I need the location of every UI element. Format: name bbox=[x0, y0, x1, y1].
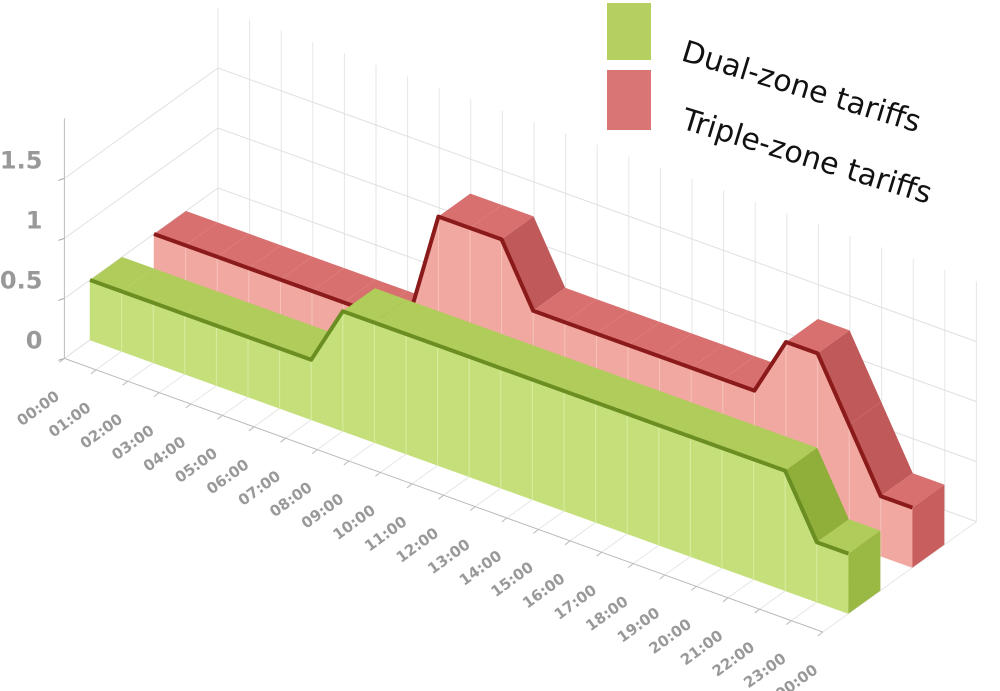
x-tick bbox=[185, 403, 192, 409]
area-top-face bbox=[154, 211, 218, 246]
area-front-face bbox=[532, 379, 565, 512]
area-front-face bbox=[374, 322, 407, 455]
x-tick bbox=[754, 608, 760, 614]
legend-swatch bbox=[607, 70, 651, 130]
area-top-face bbox=[216, 302, 280, 337]
x-tick bbox=[343, 460, 350, 466]
x-tick bbox=[217, 415, 223, 420]
y-tick bbox=[58, 297, 65, 301]
x-tick bbox=[59, 358, 65, 363]
area-front-face bbox=[753, 459, 786, 592]
area-front-face bbox=[405, 333, 438, 466]
area-top-face bbox=[185, 222, 250, 257]
area-top-face bbox=[691, 344, 755, 380]
area-top-face bbox=[248, 314, 312, 349]
x-tick bbox=[691, 586, 697, 591]
x-tick bbox=[817, 631, 824, 637]
area-top-face bbox=[312, 268, 376, 303]
x-tick bbox=[659, 574, 666, 580]
grid-line bbox=[64, 127, 977, 403]
x-tick bbox=[533, 529, 539, 534]
area-top-face bbox=[786, 319, 850, 354]
area-top-face bbox=[248, 245, 313, 280]
area-top-face bbox=[406, 311, 470, 346]
area-top-face bbox=[184, 291, 249, 326]
area-top-face bbox=[817, 330, 882, 425]
area-top-face bbox=[564, 299, 629, 334]
area-front-face bbox=[563, 390, 596, 523]
series-line bbox=[89, 278, 850, 556]
area-top-face bbox=[90, 257, 154, 292]
area-end-face bbox=[912, 484, 945, 568]
area-top-face bbox=[437, 322, 502, 357]
y-tick-label: 0 bbox=[26, 326, 43, 354]
plot bbox=[89, 193, 945, 614]
area-top-face bbox=[659, 333, 724, 368]
area-front-face bbox=[690, 436, 723, 569]
area-front-face bbox=[342, 310, 375, 443]
x-tick bbox=[90, 369, 97, 375]
area-front-face bbox=[437, 345, 470, 478]
area-top-face bbox=[595, 379, 660, 414]
x-tick bbox=[438, 494, 444, 500]
area-top-face bbox=[880, 473, 945, 508]
legend: Dual-zone tariffs Triple-zone tariffs bbox=[607, 3, 936, 212]
area-top-face bbox=[501, 216, 566, 311]
x-tick bbox=[627, 563, 634, 568]
area-front-face bbox=[595, 402, 628, 535]
area-top-face bbox=[533, 287, 597, 323]
area-top-face bbox=[722, 425, 786, 460]
area-top-face bbox=[469, 333, 533, 369]
y-tick-label: 0.5 bbox=[0, 266, 42, 294]
area-end-face bbox=[848, 530, 881, 614]
area-top-face bbox=[658, 402, 723, 437]
area-top-face bbox=[564, 368, 628, 403]
x-tick bbox=[564, 540, 571, 546]
area-top-face bbox=[849, 401, 913, 497]
area-top-face bbox=[470, 205, 534, 240]
grid-line bbox=[64, 67, 977, 343]
x-tick bbox=[596, 551, 602, 557]
area-top-face bbox=[785, 447, 849, 543]
area-front-face bbox=[658, 424, 691, 557]
area-front-face bbox=[500, 367, 533, 500]
area-front-face bbox=[721, 447, 754, 580]
area-top-face bbox=[500, 345, 565, 380]
area-top-face bbox=[342, 288, 407, 323]
x-tick bbox=[153, 392, 160, 397]
area-top-face bbox=[374, 299, 438, 334]
x-tick bbox=[280, 437, 286, 443]
legend-swatch bbox=[607, 3, 651, 60]
area-top-face bbox=[217, 233, 281, 269]
x-tick bbox=[122, 380, 128, 386]
area-top-face bbox=[153, 279, 217, 315]
area-top-face bbox=[816, 519, 881, 554]
x-tick bbox=[722, 597, 729, 603]
area-top-face bbox=[628, 322, 692, 357]
area-top-face bbox=[596, 310, 660, 345]
area-top-face bbox=[280, 256, 344, 291]
area-front-face bbox=[468, 356, 502, 489]
area-top-face bbox=[753, 436, 818, 471]
area-top-face bbox=[627, 390, 691, 426]
area-top-face bbox=[121, 268, 186, 303]
x-tick bbox=[501, 517, 508, 523]
series-line bbox=[153, 214, 914, 510]
y-tick bbox=[58, 177, 65, 181]
x-tick bbox=[248, 426, 255, 432]
area-top-face bbox=[438, 193, 502, 228]
area-top-face bbox=[690, 413, 754, 448]
x-tick bbox=[375, 472, 381, 477]
y-tick-label: 1.5 bbox=[0, 146, 42, 174]
x-tick bbox=[406, 483, 413, 489]
x-tick bbox=[785, 620, 792, 625]
x-tick bbox=[311, 449, 318, 454]
y-tick-label: 1 bbox=[26, 206, 43, 234]
x-tick bbox=[469, 506, 476, 511]
area-top-face bbox=[532, 356, 596, 391]
y-tick bbox=[58, 237, 65, 241]
area-front-face bbox=[626, 413, 660, 546]
